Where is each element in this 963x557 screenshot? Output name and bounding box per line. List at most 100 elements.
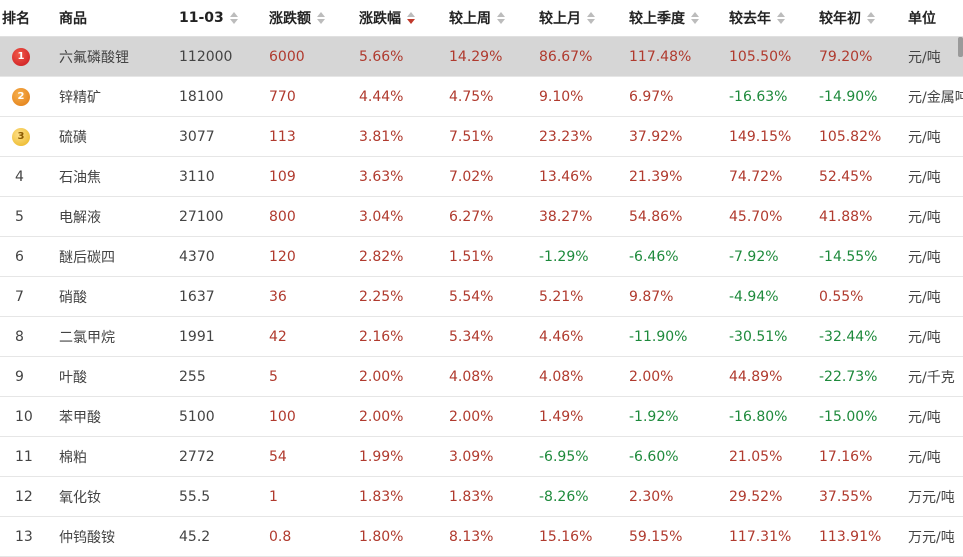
cell-unit: 元/吨	[908, 237, 941, 276]
header-label: 涨跌幅	[359, 11, 401, 27]
cell-vs-week: 7.51%	[449, 117, 493, 156]
cell-change-pct: 2.00%	[359, 357, 403, 396]
cell-vs-month: 1.49%	[539, 397, 583, 436]
cell-vs-quarter: 54.86%	[629, 197, 682, 236]
cell-vs-week: 1.83%	[449, 477, 493, 516]
rank-medal-icon: 1	[12, 47, 30, 66]
unit-value: 元/金属吨	[908, 89, 963, 106]
cell-product: 棉粕	[59, 437, 87, 476]
rank-number: 7	[15, 288, 24, 305]
sort-icon[interactable]	[587, 11, 596, 25]
header-vs-week[interactable]: 较上周	[449, 0, 506, 36]
change-pct-value: 2.82%	[359, 248, 404, 265]
vs-ytd-value: -14.55%	[819, 248, 878, 265]
cell-vs-ytd: 79.20%	[819, 37, 872, 76]
table-row[interactable]: 2 锌精矿 18100 770 4.44% 4.75% 9.10% 6.97% -16.63% -…	[0, 77, 963, 117]
cell-vs-week: 6.27%	[449, 197, 493, 236]
vs-month-value: -8.26%	[539, 488, 589, 505]
vs-ytd-value: 17.16%	[819, 448, 873, 465]
header-label: 较上周	[449, 11, 491, 27]
sort-icon[interactable]	[691, 11, 700, 25]
header-vs-year[interactable]: 较去年	[729, 0, 786, 36]
header-label: 11-03	[179, 10, 224, 26]
sort-icon[interactable]	[317, 11, 326, 25]
vs-ytd-value: 105.82%	[819, 128, 882, 145]
cell-vs-quarter: 59.15%	[629, 517, 682, 556]
cell-vs-month: 86.67%	[539, 37, 592, 76]
sort-icon[interactable]	[229, 11, 239, 25]
vs-quarter-value: 117.48%	[629, 48, 692, 65]
table-row[interactable]: 5 电解液 27100 800 3.04% 6.27% 38.27% 54.86% 45.70%…	[0, 197, 963, 237]
cell-change-pct: 4.44%	[359, 77, 403, 116]
header-change[interactable]: 涨跌额	[269, 0, 326, 36]
unit-value: 元/吨	[908, 49, 941, 66]
table-row[interactable]: 9 叶酸 255 5 2.00% 4.08% 4.08% 2.00% 44.89% -22.73%…	[0, 357, 963, 397]
cell-unit: 元/吨	[908, 437, 941, 476]
header-product: 商品	[59, 0, 87, 36]
unit-value: 万元/吨	[908, 489, 955, 506]
unit-value: 元/吨	[908, 329, 941, 346]
cell-price: 1991	[179, 317, 215, 356]
table-row[interactable]: 6 醚后碳四 4370 120 2.82% 1.51% -1.29% -6.46% -7.92%…	[0, 237, 963, 277]
change-pct-value: 2.16%	[359, 328, 404, 345]
cell-vs-week: 5.54%	[449, 277, 493, 316]
cell-product: 硫磺	[59, 117, 87, 156]
price-value: 2772	[179, 448, 215, 465]
cell-product: 石油焦	[59, 157, 101, 196]
header-vs-month[interactable]: 较上月	[539, 0, 596, 36]
table-row[interactable]: 4 石油焦 3110 109 3.63% 7.02% 13.46% 21.39% 74.72% 5…	[0, 157, 963, 197]
product-value: 电解液	[59, 209, 101, 226]
cell-vs-week: 14.29%	[449, 37, 502, 76]
cell-vs-quarter: 6.97%	[629, 77, 673, 116]
table-row[interactable]: 3 硫磺 3077 113 3.81% 7.51% 23.23% 37.92% 149.15% 1…	[0, 117, 963, 157]
header-change-pct[interactable]: 涨跌幅	[359, 0, 416, 36]
product-value: 硝酸	[59, 289, 87, 306]
cell-unit: 元/金属吨	[908, 77, 963, 116]
vs-quarter-value: -1.92%	[629, 408, 679, 425]
table-row[interactable]: 10 苯甲酸 5100 100 2.00% 2.00% 1.49% -1.92% -16.80%…	[0, 397, 963, 437]
unit-value: 元/吨	[908, 209, 941, 226]
table-row[interactable]: 11 棉粕 2772 54 1.99% 3.09% -6.95% -6.60% 21.05% 17…	[0, 437, 963, 477]
sort-icon[interactable]	[777, 11, 786, 25]
sort-desc-icon[interactable]	[407, 11, 416, 25]
cell-change: 5	[269, 357, 278, 396]
rank-number: 4	[15, 168, 24, 185]
cell-vs-month: 5.21%	[539, 277, 583, 316]
change-pct-value: 1.80%	[359, 528, 404, 545]
cell-change-pct: 3.63%	[359, 157, 403, 196]
table-row[interactable]: 8 二氯甲烷 1991 42 2.16% 5.34% 4.46% -11.90% -30.51%…	[0, 317, 963, 357]
cell-vs-quarter: 117.48%	[629, 37, 691, 76]
cell-vs-month: 9.10%	[539, 77, 583, 116]
cell-vs-week: 4.75%	[449, 77, 493, 116]
header-vs-ytd[interactable]: 较年初	[819, 0, 876, 36]
cell-change-pct: 2.82%	[359, 237, 403, 276]
rank-number: 9	[15, 368, 24, 385]
table-row[interactable]: 7 硝酸 1637 36 2.25% 5.54% 5.21% 9.87% -4.94% 0.55%…	[0, 277, 963, 317]
table-row[interactable]: 13 仲钨酸铵 45.2 0.8 1.80% 8.13% 15.16% 59.15% 117.3…	[0, 517, 963, 557]
header-vs-quarter[interactable]: 较上季度	[629, 0, 700, 36]
cell-change-pct: 1.83%	[359, 477, 403, 516]
product-value: 氧化钕	[59, 489, 101, 506]
vertical-scrollbar[interactable]	[958, 37, 963, 57]
vs-week-value: 7.02%	[449, 168, 494, 185]
sort-icon[interactable]	[497, 11, 506, 25]
cell-vs-month: 15.16%	[539, 517, 592, 556]
cell-price: 2772	[179, 437, 215, 476]
vs-year-value: 149.15%	[729, 128, 792, 145]
product-value: 醚后碳四	[59, 249, 115, 266]
sort-icon[interactable]	[867, 11, 876, 25]
cell-vs-ytd: -14.55%	[819, 237, 877, 276]
vs-week-value: 7.51%	[449, 128, 494, 145]
cell-price: 55.5	[179, 477, 210, 516]
table-row[interactable]: 12 氧化钕 55.5 1 1.83% 1.83% -8.26% 2.30% 29.52% 37.…	[0, 477, 963, 517]
header-price[interactable]: 11-03	[179, 0, 239, 36]
cell-rank: 9	[2, 357, 24, 396]
vs-week-value: 1.51%	[449, 248, 494, 265]
table-row[interactable]: 1 六氟磷酸锂 112000 6000 5.66% 14.29% 86.67% 117.48%…	[0, 37, 963, 77]
cell-product: 氧化钕	[59, 477, 101, 516]
cell-change: 113	[269, 117, 296, 156]
vs-quarter-value: 6.97%	[629, 88, 674, 105]
header-rank: 排名	[2, 0, 30, 36]
product-value: 锌精矿	[59, 89, 101, 106]
price-value: 1637	[179, 288, 215, 305]
